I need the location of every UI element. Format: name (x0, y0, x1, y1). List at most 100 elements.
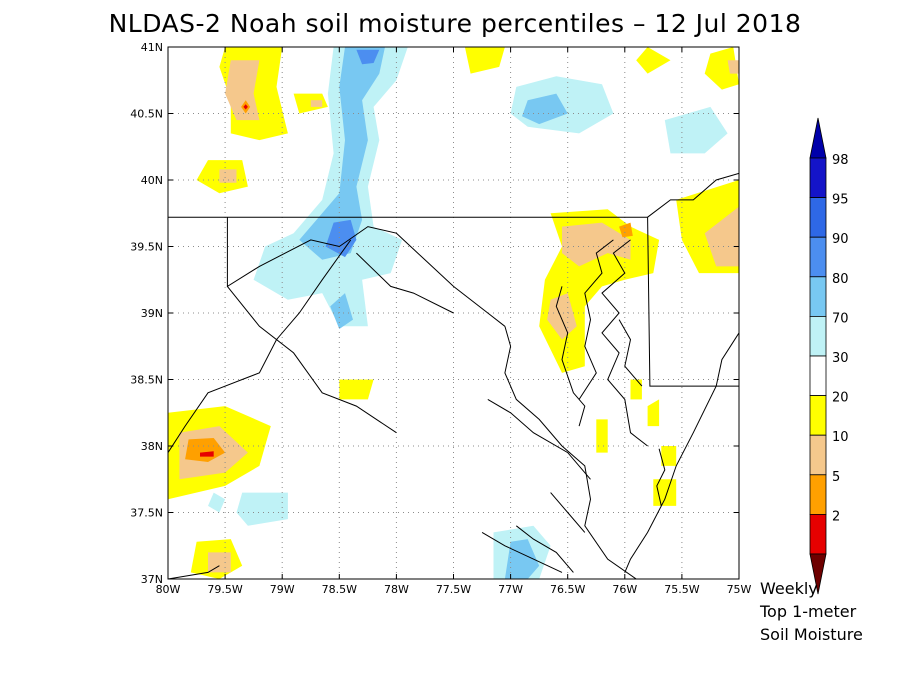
coastline-5 (624, 332, 739, 573)
y-tick-label-6: 38N (141, 440, 163, 453)
longitude-axis: 80W 79.5W 79W 78.5W 78W 77.5W 77W 76.5W 76W 75.5W… (156, 47, 752, 596)
region-yellow-42 (661, 446, 677, 466)
border-line-1 (647, 217, 739, 387)
region-red-27 (200, 451, 214, 457)
colorbar-bin-8 (809, 474, 827, 515)
border-line-6 (168, 239, 352, 453)
x-tick-label-6: 77W (498, 583, 523, 596)
colorbar-bin-0 (809, 157, 827, 198)
border-line-5 (356, 252, 454, 314)
region-cyan-23 (504, 539, 540, 579)
region-yellow-4 (464, 47, 505, 74)
border-line-2 (647, 172, 739, 218)
region-blue-14 (325, 219, 357, 258)
region-tan-32 (562, 222, 631, 267)
state-borders (168, 172, 739, 579)
y-tick-label-0: 41N (141, 41, 163, 54)
region-orange-34 (619, 222, 633, 238)
region-yellow-38 (630, 379, 642, 400)
coastline-6 (656, 448, 666, 507)
caption-line-2: Top 1-meter (759, 602, 857, 621)
map-plot-area (167, 46, 740, 580)
colorbar-bottom-arrow (809, 553, 827, 595)
region-tan-7 (727, 60, 739, 74)
colorbar-top-arrow (809, 117, 827, 159)
region-cyan-16 (330, 293, 353, 329)
border-line-4 (227, 286, 397, 434)
region-tan-36 (704, 206, 739, 267)
x-tick-label-4: 78W (384, 583, 409, 596)
region-cyan-18 (522, 93, 568, 125)
region-tan-29 (208, 552, 231, 573)
colorbar-label-2: 90 (832, 232, 849, 247)
caption-line-3: Soil Moisture (760, 625, 863, 644)
coastline-1 (555, 286, 586, 427)
caption: Weekly Top 1-meter Soil Moisture (759, 579, 863, 644)
region-yellow-5 (636, 47, 671, 74)
caption-line-1: Weekly (760, 579, 818, 598)
colorbar-label-3: 80 (832, 272, 849, 287)
region-light-cyan-12 (253, 47, 408, 327)
y-tick-label-8: 37N (141, 573, 163, 586)
colorbar-bin-1 (809, 197, 827, 238)
region-yellow-30 (339, 379, 374, 400)
coastline-4 (618, 319, 643, 387)
x-tick-label-0: 80W (156, 583, 181, 596)
colorbar-label-5: 30 (832, 351, 849, 366)
coastline-7 (487, 398, 591, 480)
coastline-10 (481, 531, 563, 573)
x-tick-label-9: 75.5W (664, 583, 699, 596)
region-red-3 (243, 104, 248, 110)
coastlines (481, 239, 739, 579)
x-tick-label-1: 79.5W (207, 583, 242, 596)
colorbar-bin-5 (809, 355, 827, 396)
coastline-8 (550, 492, 586, 533)
colorbar-label-8: 5 (832, 470, 840, 485)
y-tick-label-3: 39.5N (130, 241, 163, 254)
region-yellow-37 (596, 419, 608, 453)
map-title: NLDAS-2 Noah soil moisture percentiles –… (109, 9, 802, 38)
region-yellow-41 (653, 479, 677, 506)
colorbar-bin-3 (809, 276, 827, 317)
region-tan-33 (547, 293, 577, 340)
region-tan-1 (225, 60, 260, 121)
y-tick-label-4: 39N (141, 307, 163, 320)
colorbar-label-0: 98 (832, 153, 849, 168)
x-tick-label-8: 76W (612, 583, 637, 596)
x-tick-label-5: 77.5W (436, 583, 471, 596)
colorbar-bin-9 (809, 514, 827, 555)
x-tick-label-2: 79W (270, 583, 295, 596)
region-orange-26 (185, 438, 226, 462)
region-yellow-8 (293, 93, 328, 114)
colorbar-bin-6 (809, 395, 827, 436)
border-line-3 (226, 217, 506, 327)
x-tick-label-7: 76.5W (550, 583, 585, 596)
region-light-cyan-19 (664, 106, 728, 154)
y-tick-label-2: 40N (141, 174, 163, 187)
y-tick-label-7: 37.5N (130, 507, 163, 520)
region-yellow-6 (704, 47, 739, 90)
region-tan-11 (219, 169, 237, 183)
colorbar-label-1: 95 (832, 193, 849, 208)
coastline-0 (504, 326, 637, 579)
y-tick-label-1: 40.5N (130, 108, 163, 121)
border-line-7 (168, 565, 220, 579)
colorbar-label-6: 20 (832, 391, 849, 406)
region-light-cyan-21 (236, 492, 288, 526)
x-tick-label-3: 78.5W (322, 583, 357, 596)
x-tick-label-10: 75W (727, 583, 752, 596)
colorbar-bin-4 (809, 315, 827, 357)
region-yellow-39 (647, 399, 660, 427)
colorbar-bin-7 (809, 434, 827, 476)
colorbar-label-4: 70 (832, 311, 849, 326)
y-tick-label-5: 38.5N (130, 374, 163, 387)
colorbar-bin-2 (809, 236, 827, 278)
coastline-2 (578, 239, 614, 400)
region-tan-9 (310, 100, 323, 107)
colorbar-label-7: 10 (832, 430, 849, 445)
coastline-9 (515, 525, 574, 573)
colorbar: 98 95 90 80 70 30 20 10 5 2 (809, 117, 849, 595)
colorbar-label-9: 2 (832, 509, 840, 524)
coastline-3 (601, 239, 648, 447)
